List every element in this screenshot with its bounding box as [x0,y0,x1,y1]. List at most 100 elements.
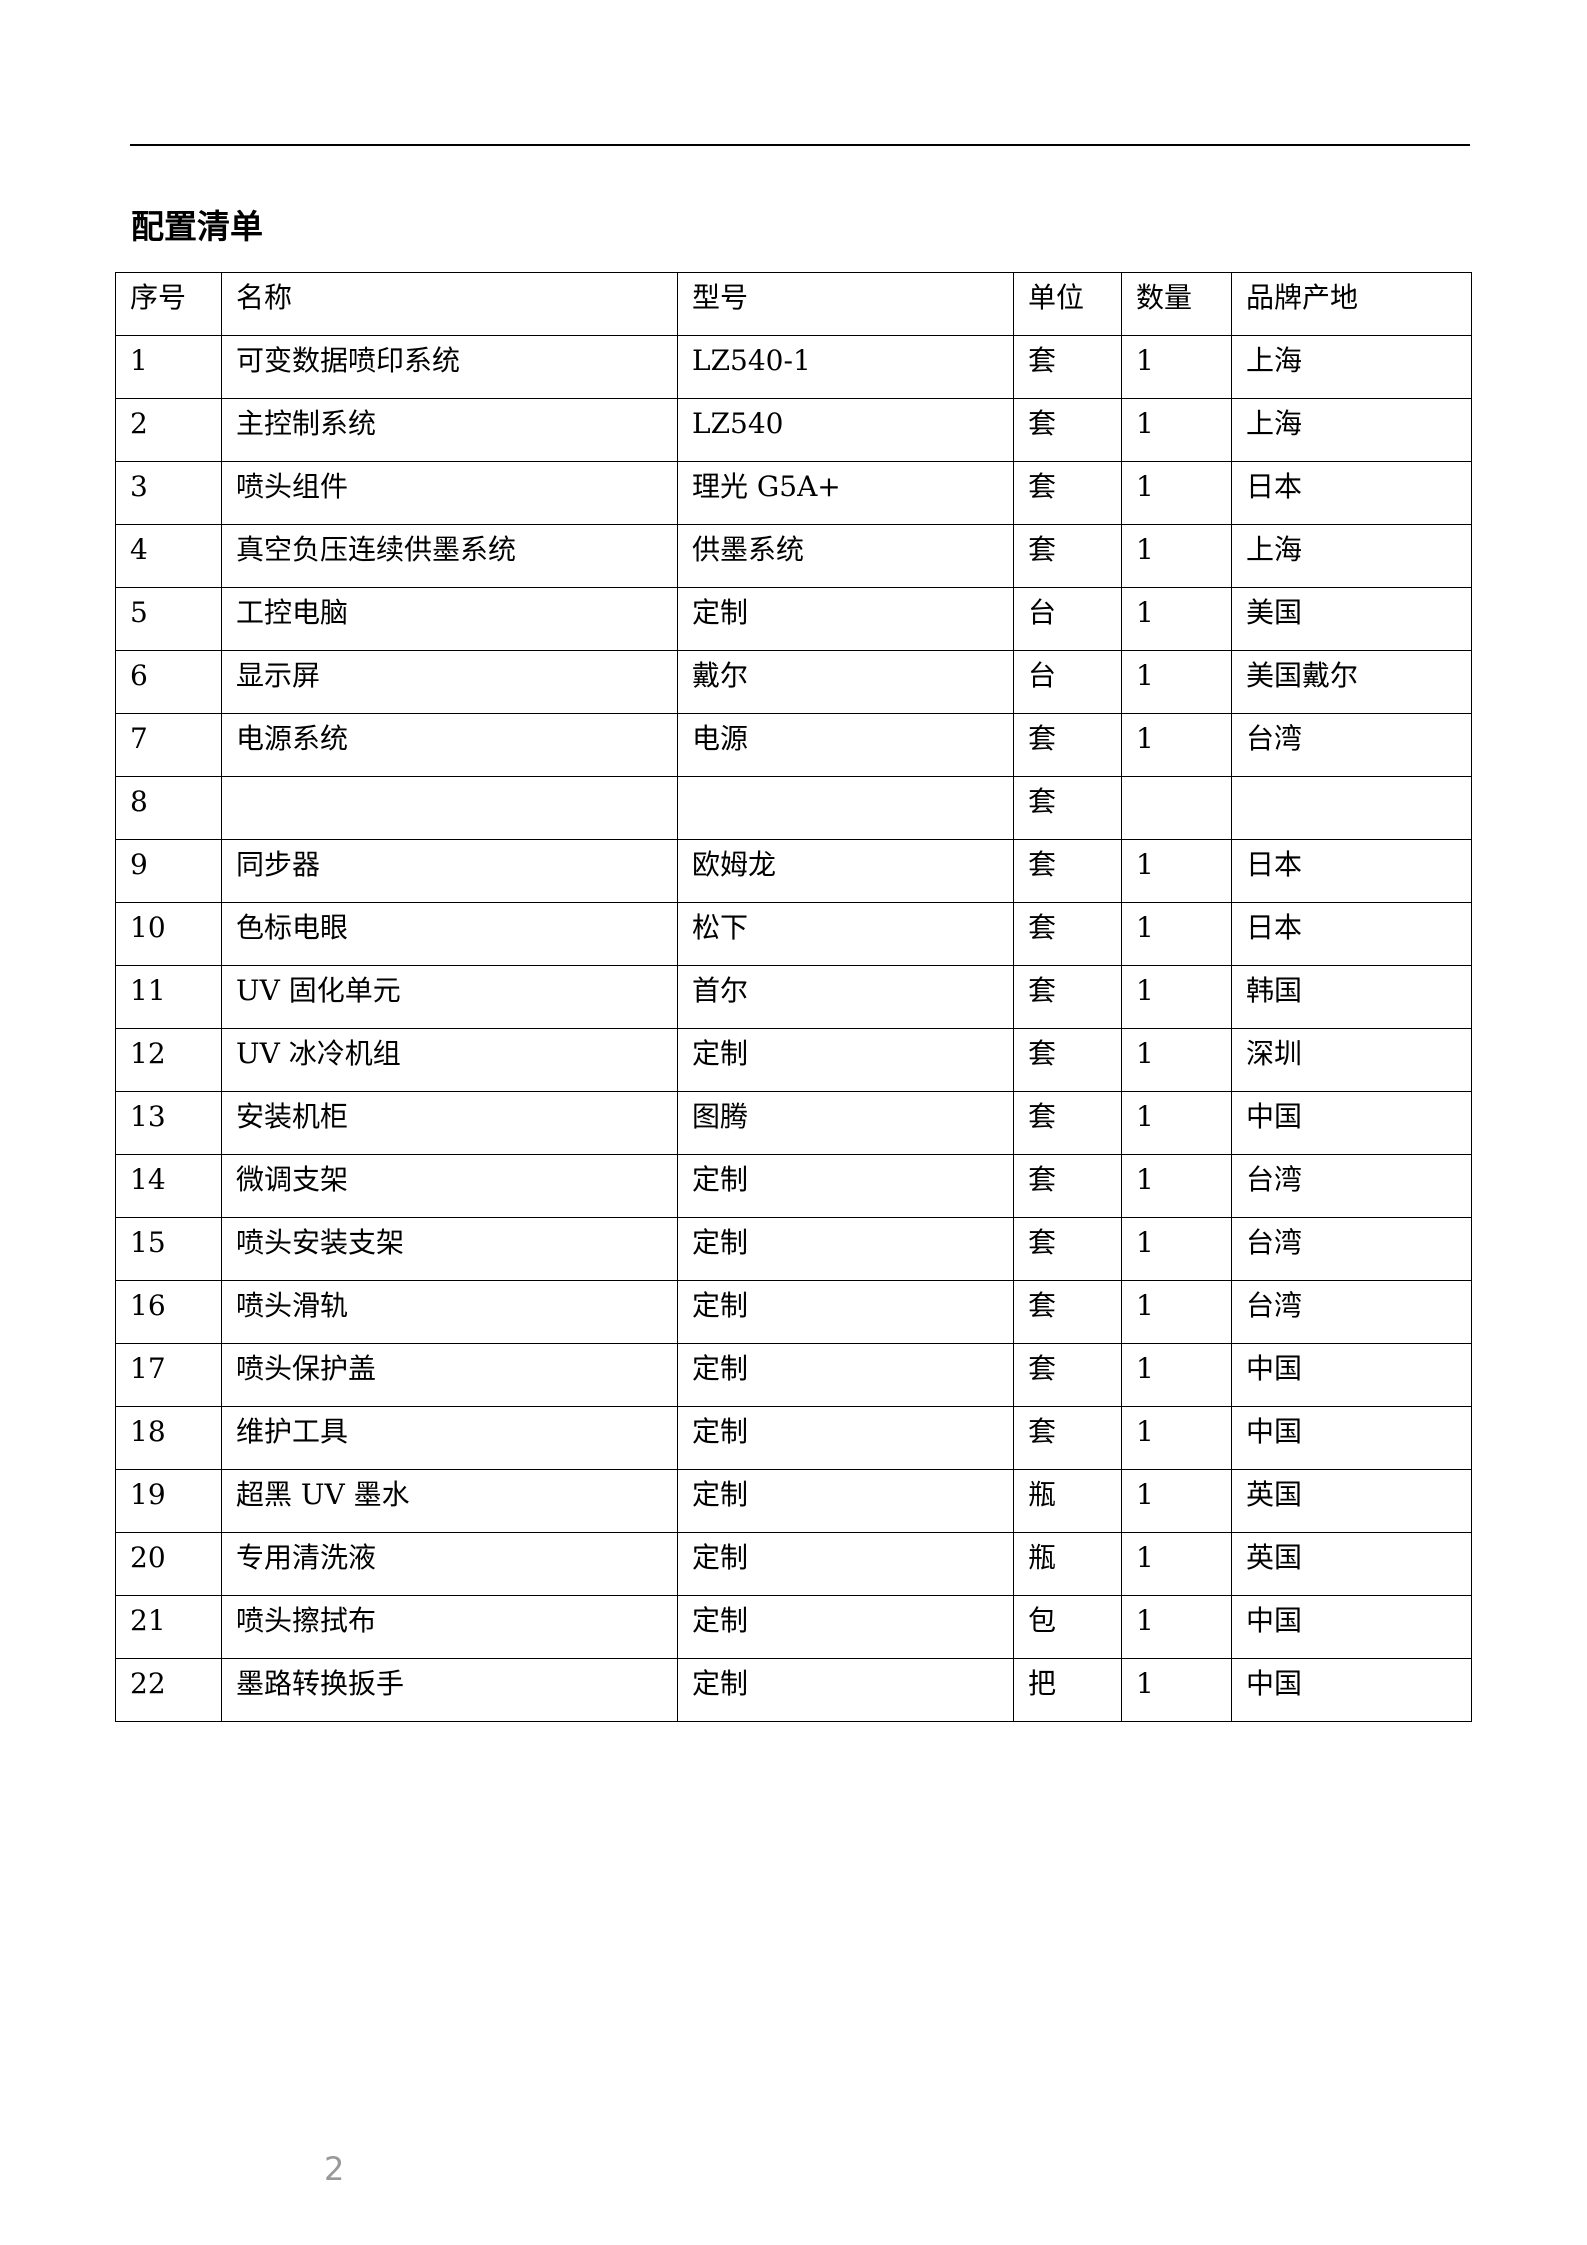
cell-origin: 深圳 [1231,1028,1472,1092]
cell-quantity: 1 [1121,965,1232,1029]
cell-quantity: 1 [1121,650,1232,714]
cell-quantity: 1 [1121,1280,1232,1344]
cell-model: 定制 [677,1154,1014,1218]
table-row: 3 喷头组件 理光 G5A+ 套 1 日本 [115,461,1472,525]
table-row: 18 维护工具 定制套 1 中国 [115,1406,1472,1470]
cell-index: 6 [115,650,222,714]
cell-model: 定制 [677,1280,1014,1344]
table-header-row: 序号 名称 型号 单位 数量 品牌产地 [115,272,1472,336]
cell-index: 21 [115,1595,222,1659]
cell-origin: 台湾 [1231,1154,1472,1218]
cell-origin: 上海 [1231,398,1472,462]
cell-quantity: 1 [1121,1217,1232,1281]
cell-name: 真空负压连续供墨系统 [221,524,678,588]
cell-model [677,776,1014,840]
table-row: 15 喷头安装支架 定制套 1 台湾 [115,1217,1472,1281]
cell-index: 10 [115,902,222,966]
table-row: 2 主控制系统 LZ540 套 1 上海 [115,398,1472,462]
cell-quantity: 1 [1121,1343,1232,1407]
cell-unit: 把 [1013,1658,1122,1722]
cell-model: 定制 [677,1595,1014,1659]
table-row: 21 喷头擦拭布 定制包 1 中国 [115,1595,1472,1659]
cell-index: 3 [115,461,222,525]
cell-unit: 套 [1013,1091,1122,1155]
cell-model: LZ540-1 [677,335,1014,399]
cell-index: 8 [115,776,222,840]
cell-quantity [1121,776,1232,840]
cell-origin: 日本 [1231,902,1472,966]
cell-quantity: 1 [1121,713,1232,777]
table-row: 9 同步器 欧姆龙套 1 日本 [115,839,1472,903]
cell-quantity: 1 [1121,524,1232,588]
cell-model: 戴尔 [677,650,1014,714]
cell-model: 理光 G5A+ [677,461,1014,525]
cell-model: 定制 [677,1658,1014,1722]
cell-model: 松下 [677,902,1014,966]
table-row: 17 喷头保护盖 定制套 1 中国 [115,1343,1472,1407]
cell-quantity: 1 [1121,1154,1232,1218]
cell-unit: 套 [1013,461,1122,525]
table-row: 10 色标电眼 松下套 1 日本 [115,902,1472,966]
cell-unit: 套 [1013,776,1122,840]
cell-quantity: 1 [1121,587,1232,651]
cell-unit: 套 [1013,1406,1122,1470]
cell-index: 1 [115,335,222,399]
cell-unit: 包 [1013,1595,1122,1659]
cell-origin: 台湾 [1231,1280,1472,1344]
cell-origin: 上海 [1231,524,1472,588]
cell-model: 图腾 [677,1091,1014,1155]
table-row: 4 真空负压连续供墨系统 供墨系统套 1 上海 [115,524,1472,588]
cell-model: 定制 [677,587,1014,651]
cell-unit: 套 [1013,398,1122,462]
cell-name: 微调支架 [221,1154,678,1218]
cell-quantity: 1 [1121,1595,1232,1659]
cell-model: 电源 [677,713,1014,777]
cell-unit: 套 [1013,524,1122,588]
cell-quantity: 1 [1121,335,1232,399]
cell-unit: 套 [1013,713,1122,777]
cell-index: 12 [115,1028,222,1092]
cell-index: 14 [115,1154,222,1218]
cell-origin: 美国戴尔 [1231,650,1472,714]
cell-name: 同步器 [221,839,678,903]
cell-name: 安装机柜 [221,1091,678,1155]
cell-index: 13 [115,1091,222,1155]
cell-unit: 套 [1013,1028,1122,1092]
cell-index: 20 [115,1532,222,1596]
cell-name: 维护工具 [221,1406,678,1470]
cell-unit: 套 [1013,902,1122,966]
table-row: 5 工控电脑 定制台 1 美国 [115,587,1472,651]
cell-unit: 套 [1013,839,1122,903]
cell-unit: 台 [1013,650,1122,714]
cell-index: 19 [115,1469,222,1533]
cell-model: 供墨系统 [677,524,1014,588]
cell-unit: 瓶 [1013,1532,1122,1596]
cell-origin: 美国 [1231,587,1472,651]
cell-index: 15 [115,1217,222,1281]
header-cell-unit: 单位 [1013,272,1122,336]
header-cell-quantity: 数量 [1121,272,1232,336]
cell-unit: 套 [1013,335,1122,399]
cell-origin: 上海 [1231,335,1472,399]
cell-origin: 英国 [1231,1532,1472,1596]
section-title: 配置清单 [131,207,263,246]
cell-origin: 中国 [1231,1343,1472,1407]
cell-name: 喷头安装支架 [221,1217,678,1281]
table-row: 1 可变数据喷印系统 LZ540-1 套 1 上海 [115,335,1472,399]
cell-model: 欧姆龙 [677,839,1014,903]
cell-origin: 英国 [1231,1469,1472,1533]
cell-name: 喷头擦拭布 [221,1595,678,1659]
page-number: 2 [324,2150,345,2188]
cell-name: 主控制系统 [221,398,678,462]
table-row: 12 UV 冰冷机组 定制套 1 深圳 [115,1028,1472,1092]
cell-name: 色标电眼 [221,902,678,966]
cell-model: 定制 [677,1469,1014,1533]
cell-model: LZ540 [677,398,1014,462]
cell-name: UV 固化单元 [221,965,678,1029]
cell-name: 喷头保护盖 [221,1343,678,1407]
cell-model: 定制 [677,1217,1014,1281]
cell-index: 22 [115,1658,222,1722]
cell-name: 可变数据喷印系统 [221,335,678,399]
table-row: 20 专用清洗液 定制瓶 1 英国 [115,1532,1472,1596]
